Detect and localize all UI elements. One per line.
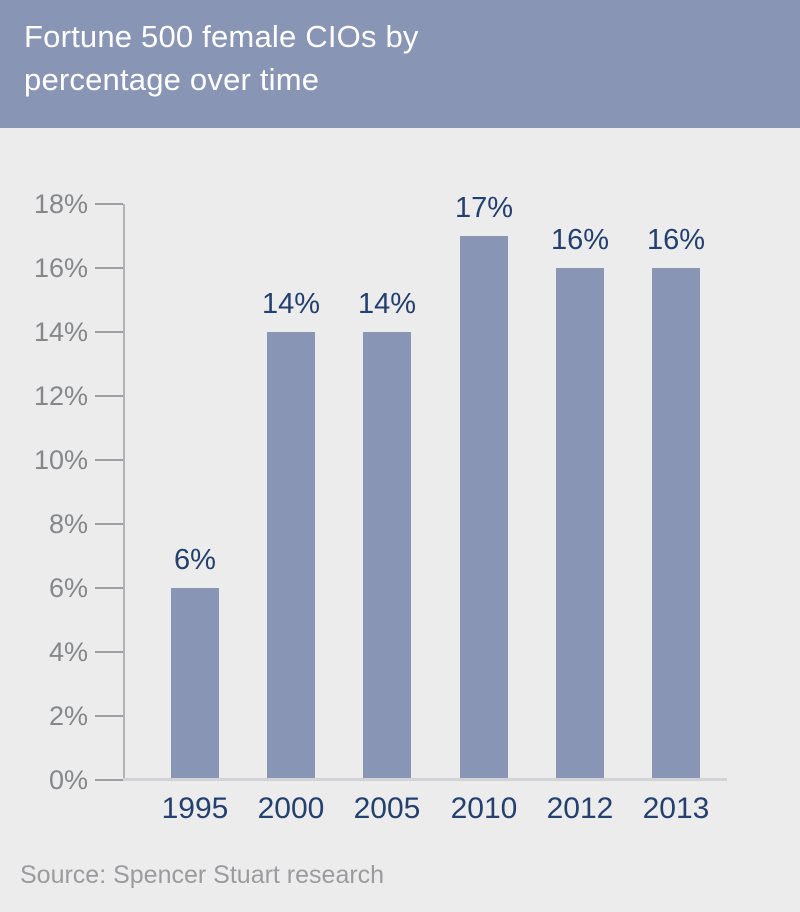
bar-value-label: 14% <box>357 288 417 320</box>
y-tick-mark <box>95 395 123 397</box>
x-tick-label: 2000 <box>257 792 325 825</box>
y-tick-label: 16% <box>33 253 88 283</box>
y-tick-label: 0% <box>48 765 88 795</box>
y-tick-mark <box>95 715 123 717</box>
bar-value-label: 16% <box>550 224 610 256</box>
y-tick-mark <box>95 459 123 461</box>
x-axis-line <box>123 778 727 781</box>
x-tick-label: 2013 <box>642 792 710 825</box>
y-tick-label: 12% <box>33 381 88 411</box>
bar-2005 <box>363 332 411 780</box>
y-tick-label: 18% <box>33 189 88 219</box>
bar-value-label: 14% <box>261 288 321 320</box>
y-tick-mark <box>95 331 123 333</box>
chart-title-line-1: Fortune 500 female CIOs by <box>24 19 419 54</box>
bar-2010 <box>460 236 508 780</box>
x-tick-label: 1995 <box>161 792 229 825</box>
y-tick-label: 8% <box>48 509 88 539</box>
y-tick-mark <box>95 651 123 653</box>
source-note: Source: Spencer Stuart research <box>20 861 385 889</box>
x-tick-label: 2010 <box>450 792 518 825</box>
x-tick-label: 2005 <box>353 792 421 825</box>
y-tick-label: 14% <box>33 317 88 347</box>
y-tick-mark <box>95 267 123 269</box>
bar-2000 <box>267 332 315 780</box>
y-tick-label: 4% <box>48 637 88 667</box>
y-axis-line <box>123 204 125 780</box>
chart-header: Fortune 500 female CIOs by percentage ov… <box>0 0 800 128</box>
bar-2012 <box>556 268 604 780</box>
bar-value-label: 17% <box>454 192 514 224</box>
chart-title-line-2: percentage over time <box>24 62 320 97</box>
y-tick-label: 2% <box>48 701 88 731</box>
y-tick-label: 6% <box>48 573 88 603</box>
x-tick-label: 2012 <box>546 792 614 825</box>
y-tick-mark <box>95 779 123 781</box>
y-tick-label: 10% <box>33 445 88 475</box>
y-tick-mark <box>95 587 123 589</box>
chart-title: Fortune 500 female CIOs by percentage ov… <box>24 15 776 101</box>
bar-1995 <box>171 588 219 780</box>
y-tick-mark <box>95 523 123 525</box>
bar-2013 <box>652 268 700 780</box>
bar-value-label: 16% <box>646 224 706 256</box>
y-tick-mark <box>95 203 123 205</box>
bar-value-label: 6% <box>174 544 216 576</box>
